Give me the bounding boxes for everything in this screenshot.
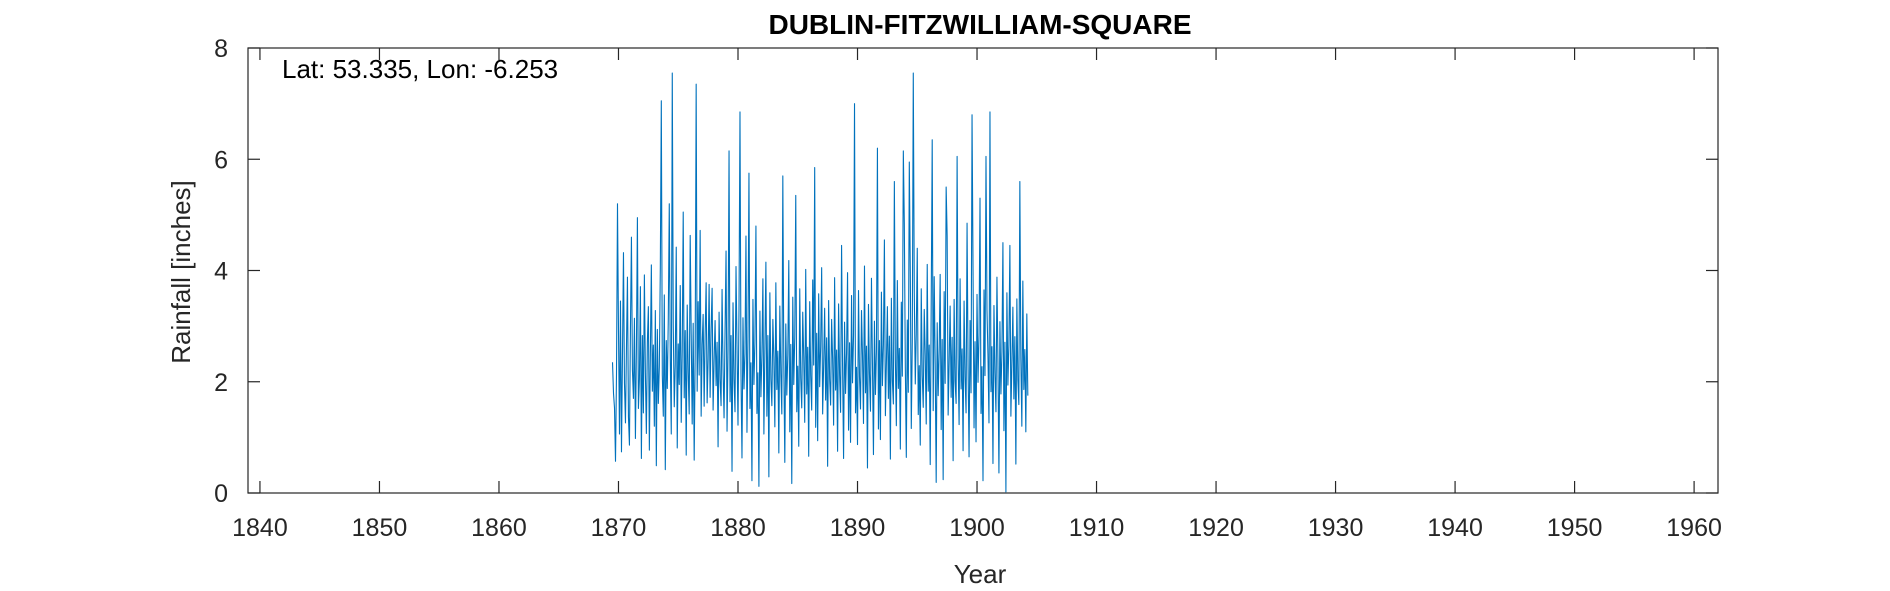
x-tick-label-1870: 1870 xyxy=(591,514,647,542)
x-tick-label-1900: 1900 xyxy=(949,514,1005,542)
y-tick-label-0: 0 xyxy=(214,480,228,508)
x-tick-label-1880: 1880 xyxy=(710,514,766,542)
y-tick-label-6: 6 xyxy=(214,146,228,174)
y-tick-label-2: 2 xyxy=(214,369,228,397)
chart-title: DUBLIN-FITZWILLIAM-SQUARE xyxy=(768,9,1191,40)
x-tick-label-1950: 1950 xyxy=(1547,514,1603,542)
y-tick-label-8: 8 xyxy=(214,35,228,63)
x-tick-label-1890: 1890 xyxy=(830,514,886,542)
x-tick-label-1840: 1840 xyxy=(232,514,288,542)
plot-area: 1840 1850 1860 1870 1880 1890 1900 1910 1920 1930… xyxy=(214,35,1722,542)
location-annotation: Lat: 53.335, Lon: -6.253 xyxy=(282,54,558,84)
y-tick-label-4: 4 xyxy=(214,258,228,286)
x-tick-label-1860: 1860 xyxy=(471,514,527,542)
y-axis-label: Rainfall [inches] xyxy=(166,180,196,364)
x-axis-label: Year xyxy=(954,559,1007,589)
x-tick-label-1850: 1850 xyxy=(352,514,408,542)
x-tick-label-1930: 1930 xyxy=(1308,514,1364,542)
x-tick-label-1920: 1920 xyxy=(1188,514,1244,542)
series-line-0 xyxy=(611,72,1029,493)
x-tick-label-1960: 1960 xyxy=(1666,514,1722,542)
x-tick-label-1910: 1910 xyxy=(1069,514,1125,542)
x-tick-label-1940: 1940 xyxy=(1427,514,1483,542)
